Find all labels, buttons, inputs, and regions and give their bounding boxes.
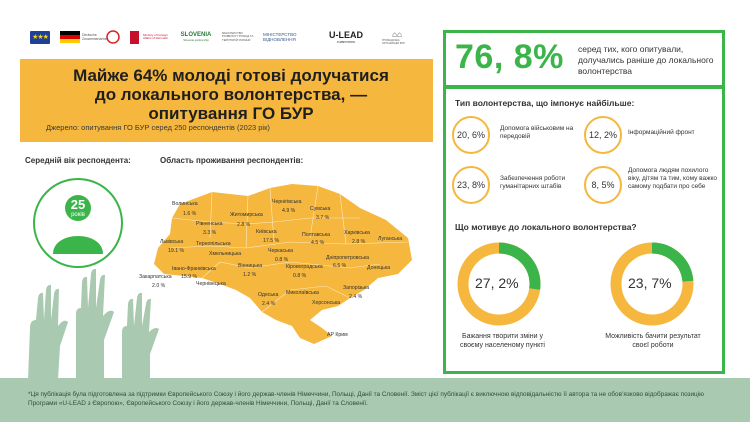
region-khersonska: Херсонська <box>312 300 341 306</box>
region-zaporizka: Запорізька <box>343 285 370 291</box>
panel-divider <box>446 85 722 89</box>
type-1-pct: 20, 6% <box>452 116 490 154</box>
denmark-mfa-logo: Ministry of Foreign Affairs of Denmark <box>143 32 168 40</box>
region-kharkivska: Харківська <box>344 230 370 236</box>
motive-2-arc <box>610 242 694 326</box>
source-note: Джерело: опитування ГО БУР серед 250 рес… <box>46 123 270 132</box>
slovenia-logo: SLOVENIA Slovenia partnership <box>180 32 212 42</box>
region-rivnenska: Рівненська <box>196 221 223 227</box>
volunteer-type-question: Тип волонтерства, що імпонує найбільше: <box>455 98 635 108</box>
region-rivnenska-pct: 3.3 % <box>203 230 217 236</box>
polska-pomoc-logo <box>105 30 121 44</box>
bur-logo: ⌂⌂ ГРОМАДСЬКА ОРГАНІЗАЦІЯ БУР <box>382 29 405 45</box>
region-dnipropetrovska: Дніпропетровська <box>326 255 370 261</box>
region-luhanska: Луганська <box>378 236 403 242</box>
region-sumska: Сумська <box>310 206 331 212</box>
region-cherkaska: Черкаська <box>268 248 294 254</box>
region-sumska-pct: 3.7 % <box>316 215 330 221</box>
motive-1-pct: 27, 2% <box>475 275 519 291</box>
region-crimea: АР Крим <box>327 332 348 338</box>
region-khmelnytska: Хмельницька <box>209 251 242 257</box>
region-zaporizka-pct: 2.4 % <box>349 294 363 300</box>
german-cooperation-logo: Deutsche Zusammenarbeit <box>60 30 108 44</box>
ukraine-map <box>154 184 412 344</box>
region-zhytomyrska: Житомирська <box>230 212 263 218</box>
region-mykolaivska: Миколаївська <box>286 290 319 296</box>
eu-logo: ★★★ <box>30 30 50 44</box>
title-banner <box>20 59 433 142</box>
region-volynska: Волинська <box>172 201 198 207</box>
ulead-logo: U-LEAD З ЄВРОПОЮ <box>329 30 363 44</box>
region-volynska-pct: 1.6 % <box>183 211 197 217</box>
footer-band <box>0 378 750 422</box>
region-chernivetska: Чернівецька <box>196 281 226 287</box>
age-unit: років <box>71 212 85 218</box>
region-donetska: Донецька <box>367 265 391 271</box>
type-2-text: Інформаційний фронт <box>628 129 695 136</box>
map-label: Область проживання респондентів: <box>160 156 304 165</box>
region-ivano-frankivska-pct: 15.9 % <box>181 274 198 280</box>
region-odeska: Одеська <box>258 292 279 298</box>
region-poltavska-pct: 4.5 % <box>311 240 325 246</box>
region-lvivska: Львівська <box>160 239 184 245</box>
type-3-pct: 23, 8% <box>452 166 490 204</box>
region-kirovohradska-pct: 0.8 % <box>293 273 307 279</box>
region-ivano-frankivska: Івано-Франківська <box>172 266 216 272</box>
motivation-question: Що мотивує до локального волонтерства? <box>455 222 637 232</box>
denmark-logo <box>128 30 140 44</box>
type-4-pct: 8, 5% <box>584 166 622 204</box>
region-kirovohradska: Кіровоградська <box>286 264 323 270</box>
region-cherkaska-pct: 0.8 % <box>275 257 289 263</box>
region-zhytomyrska-pct: 2.8 % <box>237 222 251 228</box>
person-icon <box>53 195 103 254</box>
region-vinnytska: Вінницька <box>238 263 263 269</box>
ministry-restoration-logo: МІНІСТЕРСТВО ВІДНОВЛЕННЯ <box>263 31 297 43</box>
motive-2-donut <box>610 242 694 326</box>
title-line-2: до локального волонтерства, — <box>94 85 368 104</box>
age-value: 25 <box>70 197 86 212</box>
title-line-3: опитування ГО БУР <box>148 104 314 123</box>
type-2-pct: 12, 2% <box>584 116 622 154</box>
motive-2-pct: 23, 7% <box>628 275 672 291</box>
motive-1-arc <box>457 242 541 326</box>
region-dnipropetrovska-pct: 6.5 % <box>333 263 347 269</box>
region-chernihivska-pct: 4.9 % <box>282 208 296 214</box>
motive-1-text: Бажання творити зміни у своєму населеном… <box>460 333 545 349</box>
region-kyivska: Київська <box>256 229 277 235</box>
raised-hands-illustration <box>28 268 159 380</box>
region-vinnytska-pct: 1.2 % <box>243 272 257 278</box>
motive-2-text: Можливість бачити результат своєї роботи <box>605 333 701 349</box>
region-lvivska-pct: 19.1 % <box>168 248 185 254</box>
region-zakarpatska: Закарпатська <box>139 274 172 280</box>
region-kharkivska-pct: 2.8 % <box>352 239 366 245</box>
type-4-text: Допомога людям похилого віку, дітям та т… <box>628 167 718 190</box>
title-line-1: Майже 64% молоді готові долучатися <box>73 66 389 85</box>
age-label: Середній вік респондента: <box>25 156 131 165</box>
region-poltavska: Полтавська <box>302 232 330 238</box>
region-zakarpatska-pct: 2.0 % <box>152 283 166 289</box>
region-odeska-pct: 2.4 % <box>262 301 276 307</box>
motive-1-donut <box>457 242 541 326</box>
type-3-text: Забезпечення роботи гуманітарних штабів <box>500 175 566 190</box>
region-chernihivska: Чернігівська <box>272 199 302 205</box>
ministry-communities-logo: МІНІСТЕРСТВО РОЗВИТКУ ГРОМАД ТА ТЕРИТОРІ… <box>222 30 254 42</box>
previous-volunteering-pct: 76, 8% <box>455 38 564 76</box>
previous-volunteering-note: серед тих, кого опитували, долучались ра… <box>578 44 714 76</box>
region-kyivska-pct: 17.5 % <box>263 238 280 244</box>
type-1-text: Допомога військовим на передовій <box>500 125 574 140</box>
region-ternopilska: Тернопільська <box>196 241 231 247</box>
footer-disclaimer: *Ця публікація була підготовлена за підт… <box>28 391 704 407</box>
